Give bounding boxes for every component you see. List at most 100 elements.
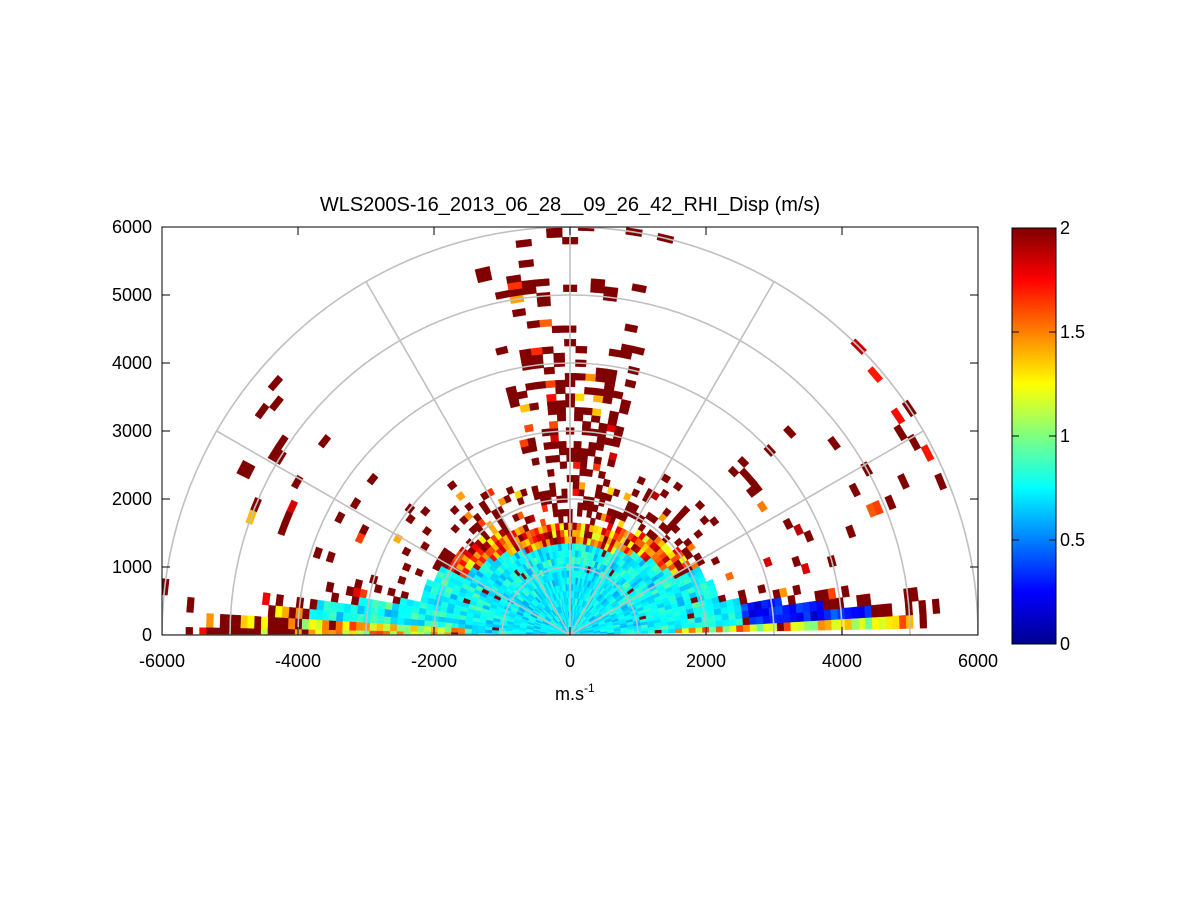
x-tick-label: -6000 bbox=[139, 651, 185, 671]
data-cell bbox=[578, 482, 586, 490]
data-cell bbox=[810, 620, 819, 631]
data-cell bbox=[274, 617, 282, 630]
data-cell bbox=[370, 607, 379, 617]
data-cell bbox=[554, 379, 566, 388]
data-cell bbox=[729, 625, 737, 633]
data-cell bbox=[556, 413, 567, 422]
data-cell bbox=[505, 385, 518, 396]
data-cell bbox=[531, 485, 539, 494]
data-cell bbox=[570, 583, 574, 592]
data-cell bbox=[543, 366, 555, 375]
data-cell bbox=[662, 507, 672, 518]
data-cell bbox=[341, 621, 350, 631]
data-cell bbox=[350, 595, 360, 606]
data-cell bbox=[520, 279, 537, 289]
data-cell bbox=[871, 499, 884, 516]
data-cell bbox=[575, 529, 581, 538]
data-cell bbox=[240, 628, 248, 635]
data-cell bbox=[497, 497, 507, 507]
data-cell bbox=[546, 393, 557, 402]
data-cell bbox=[450, 623, 459, 629]
data-cell bbox=[355, 622, 364, 632]
data-cell bbox=[369, 615, 378, 624]
data-cell bbox=[464, 624, 473, 630]
data-cell bbox=[623, 492, 632, 502]
data-cell bbox=[737, 589, 747, 599]
data-cell bbox=[267, 604, 276, 618]
data-cell bbox=[574, 543, 580, 551]
data-cell bbox=[762, 615, 771, 624]
data-cell bbox=[528, 402, 540, 411]
data-cell bbox=[443, 627, 452, 633]
data-cell bbox=[267, 445, 282, 462]
data-cell bbox=[392, 533, 404, 544]
data-cell bbox=[420, 541, 430, 551]
data-cell bbox=[562, 508, 568, 517]
data-cell bbox=[551, 502, 558, 511]
data-cell bbox=[261, 592, 271, 606]
data-cell bbox=[555, 386, 566, 395]
data-cell bbox=[867, 366, 884, 384]
x-tick-label: 0 bbox=[565, 651, 575, 671]
data-cell bbox=[308, 608, 317, 621]
data-cell bbox=[645, 487, 655, 498]
data-cell bbox=[219, 613, 228, 629]
data-cell bbox=[267, 374, 284, 392]
data-cell bbox=[382, 630, 390, 635]
data-cell bbox=[796, 611, 805, 622]
y-tick-label: 1000 bbox=[112, 557, 152, 577]
data-cell bbox=[444, 622, 452, 629]
data-cell bbox=[588, 441, 597, 451]
azimuth-spoke bbox=[216, 430, 571, 635]
data-cell bbox=[404, 605, 413, 614]
data-cell bbox=[325, 551, 336, 564]
data-cell bbox=[591, 408, 602, 417]
data-cell bbox=[582, 420, 592, 429]
data-cell bbox=[424, 608, 434, 617]
data-cell bbox=[809, 610, 819, 622]
data-cell bbox=[369, 630, 377, 635]
data-cell bbox=[387, 587, 396, 597]
data-cell bbox=[411, 606, 420, 615]
x-tick-labels: -6000 -4000 -2000 0 2000 4000 6000 bbox=[139, 651, 998, 671]
data-cell bbox=[845, 524, 857, 539]
data-cell bbox=[682, 537, 693, 548]
data-cell bbox=[728, 618, 737, 626]
data-cell bbox=[539, 518, 547, 527]
data-cell bbox=[593, 387, 605, 397]
data-cell bbox=[314, 629, 322, 635]
data-cell bbox=[722, 619, 730, 627]
data-cell bbox=[558, 515, 564, 524]
data-cell bbox=[778, 587, 788, 598]
data-cell bbox=[511, 308, 527, 318]
data-cell bbox=[260, 616, 269, 630]
data-cell bbox=[559, 461, 568, 469]
data-cell bbox=[597, 470, 607, 480]
data-cell bbox=[389, 631, 397, 635]
data-cell bbox=[761, 607, 770, 617]
data-cell bbox=[580, 454, 588, 463]
data-cell bbox=[783, 425, 797, 439]
data-cell bbox=[816, 609, 825, 621]
data-cell bbox=[376, 608, 386, 617]
data-cell bbox=[246, 628, 255, 635]
data-cell bbox=[267, 628, 275, 635]
data-cell bbox=[763, 623, 771, 632]
data-cell bbox=[450, 627, 459, 633]
data-cell bbox=[584, 373, 597, 382]
data-cell bbox=[851, 617, 860, 630]
data-cell bbox=[328, 620, 337, 631]
data-cell bbox=[321, 629, 329, 635]
data-cell bbox=[185, 627, 193, 635]
data-cell bbox=[534, 380, 547, 390]
data-cell bbox=[301, 608, 310, 620]
data-cell bbox=[548, 482, 556, 491]
data-cell bbox=[673, 537, 684, 547]
data-cell bbox=[457, 623, 466, 629]
data-cell bbox=[878, 616, 887, 630]
data-cell bbox=[705, 579, 715, 588]
data-cell bbox=[330, 592, 340, 604]
data-cell bbox=[660, 473, 672, 484]
data-cell bbox=[391, 602, 400, 612]
data-cell bbox=[574, 549, 579, 558]
